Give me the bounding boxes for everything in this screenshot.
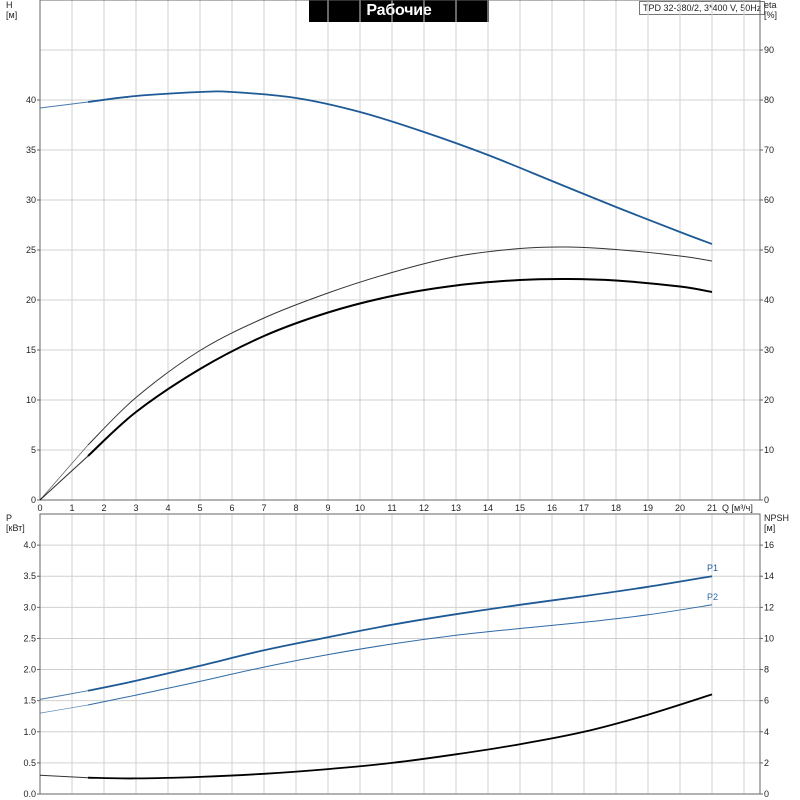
x-tick-label: 13	[451, 503, 461, 513]
left-axis-label: H	[6, 0, 13, 10]
left-tick-label: 0.5	[23, 758, 36, 768]
x-tick-label: 8	[293, 503, 298, 513]
right-tick-label: 8	[764, 665, 769, 675]
right-tick-label: 14	[764, 571, 774, 581]
p2-label: P2	[707, 592, 718, 602]
left-tick-label: 10	[26, 395, 36, 405]
x-tick-label: 20	[675, 503, 685, 513]
bottom-series-2-extension	[39, 774, 89, 779]
top-series-1-curve	[87, 246, 713, 446]
right-tick-label: 0	[764, 789, 769, 799]
right-axis-unit: [%]	[764, 10, 777, 20]
x-tick-label: 0	[37, 503, 42, 513]
p1-label: P1	[707, 563, 718, 573]
left-tick-label: 2.5	[23, 633, 36, 643]
left-tick-label: 30	[26, 195, 36, 205]
chart-title: Рабочие характеристики	[309, 0, 489, 41]
left-axis-unit: [кВт]	[6, 523, 25, 533]
x-tick-label: 18	[611, 503, 621, 513]
right-tick-label: 80	[764, 95, 774, 105]
right-tick-label: 6	[764, 696, 769, 706]
x-tick-label: 12	[419, 503, 429, 513]
p1-extension	[39, 690, 89, 700]
top-series-1-extension	[39, 444, 89, 501]
x-tick-label: 14	[483, 503, 493, 513]
top-series-2-extension	[39, 455, 89, 501]
left-tick-label: 1.5	[23, 696, 36, 706]
p2-curve	[87, 604, 713, 706]
x-tick-label: 19	[643, 503, 653, 513]
right-tick-label: 0	[764, 495, 769, 505]
left-tick-label: 4.0	[23, 540, 36, 550]
plot-frame	[39, 513, 761, 795]
right-tick-label: 90	[764, 45, 774, 55]
x-tick-label: 16	[547, 503, 557, 513]
top-series-0-extension	[39, 101, 89, 109]
right-tick-label: 12	[764, 602, 774, 612]
p1-curve	[87, 575, 713, 692]
x-tick-label: 6	[229, 503, 234, 513]
left-tick-label: 1.0	[23, 727, 36, 737]
x-tick-label: 7	[261, 503, 266, 513]
x-tick-label: 21	[707, 503, 717, 513]
bottom-series-2-curve	[87, 693, 713, 780]
right-tick-label: 10	[764, 445, 774, 455]
left-tick-label: 3.0	[23, 602, 36, 612]
p2-extension	[39, 704, 89, 714]
top-series-0-curve	[87, 90, 713, 245]
x-tick-label: 3	[133, 503, 138, 513]
left-tick-label: 0	[31, 495, 36, 505]
left-tick-label: 40	[26, 95, 36, 105]
left-tick-label: 20	[26, 295, 36, 305]
right-tick-label: 50	[764, 245, 774, 255]
x-tick-label: 11	[387, 503, 396, 513]
right-axis-label: NPSH	[764, 513, 789, 523]
left-tick-label: 0.0	[23, 789, 36, 799]
right-tick-label: 16	[764, 540, 774, 550]
bottom-panel: 0.0 0.5 1.0 1.5 2.0 2.5 3.0 3.5 4.0 0 2 4 6 8 10 12 14 16…	[6, 513, 789, 799]
left-tick-label: 2.0	[23, 665, 36, 675]
x-tick-label: 2	[101, 503, 106, 513]
pump-model-label: TPD 32-380/2, 3*400 V, 50Hz	[639, 1, 766, 15]
x-tick-label: 4	[165, 503, 170, 513]
left-tick-label: 3.5	[23, 571, 36, 581]
left-tick-label: 25	[26, 245, 36, 255]
left-tick-label: 15	[26, 345, 36, 355]
right-tick-label: 40	[764, 295, 774, 305]
right-tick-label: 70	[764, 145, 774, 155]
right-tick-label: 4	[764, 727, 769, 737]
right-tick-label: 20	[764, 395, 774, 405]
left-tick-label: 5	[31, 445, 36, 455]
left-tick-label: 35	[26, 145, 36, 155]
right-tick-label: 60	[764, 195, 774, 205]
x-tick-label: 5	[197, 503, 202, 513]
x-tick-label: 10	[355, 503, 365, 513]
x-tick-label: 1	[69, 503, 74, 513]
right-tick-label: 2	[764, 758, 769, 768]
x-tick-label: 15	[515, 503, 525, 513]
right-axis-label: eta	[764, 0, 777, 10]
right-tick-label: 30	[764, 345, 774, 355]
top-panel: 05101520253035400102030405060708090H[м]e…	[6, 0, 777, 513]
top-series-2-curve	[87, 277, 713, 457]
right-axis-unit: [м]	[764, 523, 775, 533]
left-axis-label: P	[6, 513, 12, 523]
left-axis-unit: [м]	[6, 10, 17, 20]
x-tick-label: 9	[325, 503, 330, 513]
x-tick-label: 17	[579, 503, 589, 513]
right-tick-label: 10	[764, 633, 774, 643]
x-axis-label: Q [м³/ч]	[722, 503, 753, 513]
